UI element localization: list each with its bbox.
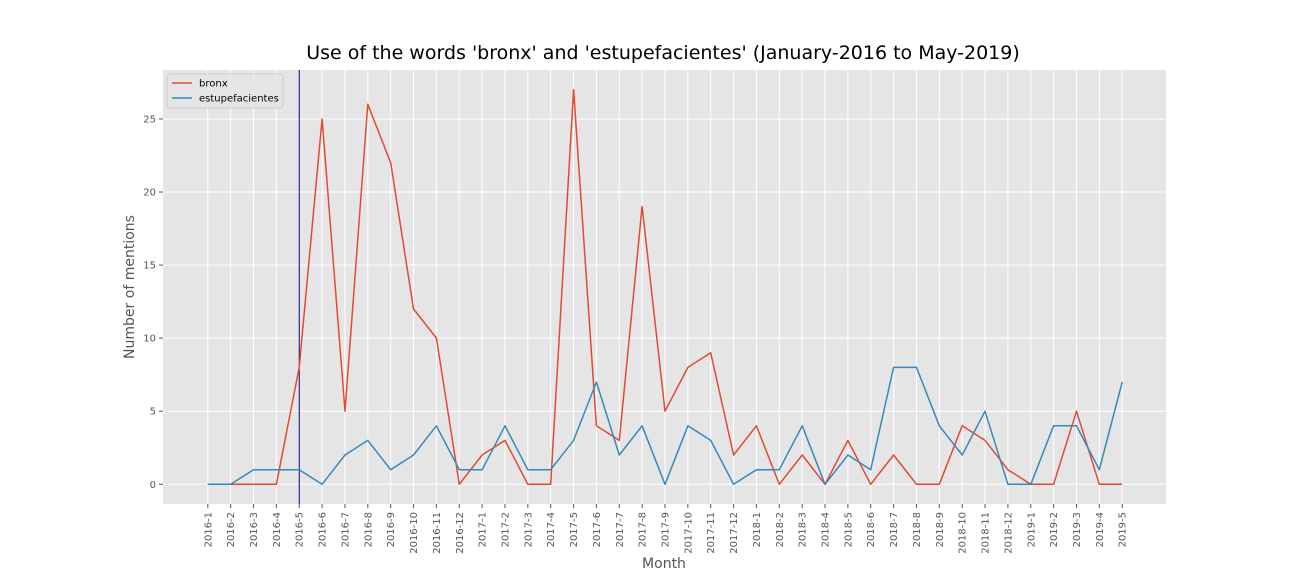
x-tick-label: 2017-5 — [569, 512, 580, 547]
x-tick-label: 2017-7 — [615, 512, 626, 547]
x-tick-label: 2019-2 — [1049, 512, 1060, 547]
x-tick-label: 2019-1 — [1026, 512, 1037, 547]
x-tick-label: 2018-8 — [912, 512, 923, 547]
legend: bronx estupefacientes — [166, 73, 284, 109]
x-tick-label: 2018-12 — [1003, 512, 1014, 554]
x-tick-label: 2017-4 — [546, 512, 557, 547]
y-tick-label: 0 — [150, 480, 156, 491]
x-tick-label: 2016-8 — [363, 512, 374, 547]
x-tick-label: 2017-9 — [661, 512, 672, 547]
series-line-bronx — [207, 88, 1123, 486]
x-tick-label: 2016-12 — [455, 512, 466, 554]
x-tick-label: 2017-3 — [523, 512, 534, 547]
x-tick-label: 2017-12 — [729, 512, 740, 554]
series-lines — [207, 88, 1123, 486]
y-tick-label: 5 — [150, 407, 156, 418]
x-tick-label: 2018-11 — [981, 512, 992, 554]
x-tick-label: 2016-1 — [203, 512, 214, 547]
legend-label: estupefacientes — [199, 94, 279, 105]
x-tick-label: 2017-11 — [706, 512, 717, 554]
x-tick-label: 2018-3 — [798, 512, 809, 547]
x-tick-label: 2018-5 — [843, 512, 854, 547]
x-tick-label: 2018-4 — [821, 512, 832, 547]
x-tick-label: 2016-7 — [340, 512, 351, 547]
y-tick-label: 10 — [143, 334, 156, 345]
x-axis-label: Month — [642, 556, 686, 572]
x-tick-label: 2018-2 — [775, 512, 786, 547]
x-tick-label: 2017-6 — [592, 512, 603, 547]
x-tick-label: 2019-3 — [1072, 512, 1083, 547]
y-tick-label: 20 — [143, 188, 156, 199]
x-tick-label: 2019-4 — [1095, 512, 1106, 547]
x-tick-label: 2017-8 — [638, 512, 649, 547]
x-tick-label: 2019-5 — [1118, 512, 1129, 547]
x-tick-label: 2017-10 — [683, 512, 694, 554]
x-tick-label: 2018-10 — [958, 512, 969, 554]
x-tick-label: 2016-6 — [318, 512, 329, 547]
x-tick-label: 2016-2 — [226, 512, 237, 547]
legend-box — [166, 73, 284, 109]
x-tick-label: 2017-2 — [500, 512, 511, 547]
chart-title: Use of the words 'bronx' and 'estupefaci… — [306, 42, 1020, 64]
x-tick-label: 2017-1 — [478, 512, 489, 547]
legend-label: bronx — [199, 79, 228, 90]
x-tick-label: 2016-9 — [386, 512, 397, 547]
y-tick-label: 25 — [143, 114, 156, 125]
x-tick-label: 2016-5 — [295, 512, 306, 547]
x-tick-label: 2018-1 — [752, 512, 763, 547]
series-line-estupefacientes — [207, 366, 1123, 486]
x-tick-label: 2016-10 — [409, 512, 420, 554]
x-tick-label: 2016-4 — [272, 512, 283, 547]
x-axis: 2016-1 2016-2 2016-3 2016-4 2016-5 2016-6 2016… — [203, 504, 1129, 554]
y-axis: 0 5 10 15 20 25 — [143, 114, 163, 491]
x-tick-label: 2016-11 — [432, 512, 443, 554]
y-axis-label: Number of mentions — [122, 215, 138, 359]
x-tick-label: 2018-9 — [935, 512, 946, 547]
x-tick-label: 2016-3 — [249, 512, 260, 547]
y-tick-label: 15 — [143, 261, 156, 272]
x-tick-label: 2018-7 — [889, 512, 900, 547]
x-tick-label: 2018-6 — [866, 512, 877, 547]
